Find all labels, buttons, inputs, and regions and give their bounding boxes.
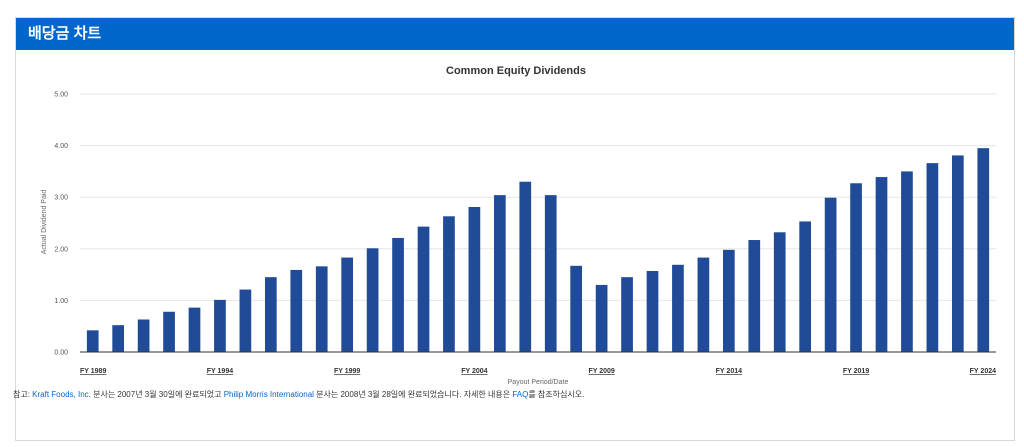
dividend-bar[interactable] bbox=[468, 207, 481, 352]
y-axis-ticks: 0.00 1.00 2.00 3.00 4.00 5.00 bbox=[54, 92, 68, 357]
dividend-bar[interactable] bbox=[748, 240, 761, 352]
dividend-bar[interactable] bbox=[901, 171, 913, 352]
philip-morris-link[interactable]: Philip Morris International bbox=[223, 390, 314, 399]
kraft-foods-link[interactable]: Kraft Foods, Inc. bbox=[32, 390, 91, 399]
dividend-bar[interactable] bbox=[290, 269, 303, 352]
dividend-bar[interactable] bbox=[875, 177, 888, 352]
x-tick-label[interactable]: FY 1994 bbox=[207, 368, 233, 375]
dividend-bar[interactable] bbox=[112, 325, 125, 352]
dividend-bar[interactable] bbox=[264, 277, 277, 352]
y-tick-label: 0.00 bbox=[54, 350, 68, 357]
panel-header-title: 배당금 차트 bbox=[16, 18, 1014, 50]
dividend-bar[interactable] bbox=[595, 284, 608, 352]
dividend-bar[interactable] bbox=[366, 248, 379, 352]
y-tick-label: 2.00 bbox=[54, 246, 68, 253]
dividend-bar[interactable] bbox=[86, 330, 99, 352]
x-tick-label[interactable]: FY 2009 bbox=[588, 368, 614, 375]
dividend-bar[interactable] bbox=[544, 195, 557, 352]
dividend-bar[interactable] bbox=[799, 221, 812, 352]
y-axis-label: Actual Dividend Paid bbox=[41, 190, 48, 255]
x-tick-label[interactable]: FY 2019 bbox=[843, 368, 869, 375]
dividend-bar[interactable] bbox=[163, 311, 175, 352]
dividend-bar[interactable] bbox=[773, 232, 786, 352]
dividend-bar[interactable] bbox=[951, 155, 964, 352]
dividend-bar[interactable] bbox=[315, 266, 328, 352]
footnote-text-2: 분사는 2008년 3월 28일에 완료되었습니다. 자세한 내용은 bbox=[313, 390, 513, 399]
dividend-bar[interactable] bbox=[519, 181, 532, 352]
dividend-bar[interactable] bbox=[697, 257, 710, 352]
dividend-bar[interactable] bbox=[722, 249, 735, 352]
x-tick-label[interactable]: FY 1999 bbox=[334, 368, 360, 375]
dividend-bar[interactable] bbox=[341, 257, 354, 352]
dividend-bar[interactable] bbox=[417, 226, 430, 352]
x-tick-label[interactable]: FY 2014 bbox=[716, 368, 742, 375]
footnote: 참고: Kraft Foods, Inc. 분사는 2007년 3월 30일에 … bbox=[13, 389, 584, 400]
footnote-text-1: 분사는 2007년 3월 30일에 완료되었고 bbox=[90, 390, 224, 399]
dividend-bar[interactable] bbox=[443, 216, 455, 352]
y-tick-label: 1.00 bbox=[54, 298, 68, 305]
dividend-bar[interactable] bbox=[672, 264, 684, 352]
chart-bars bbox=[86, 148, 990, 352]
dividend-bar[interactable] bbox=[850, 183, 862, 352]
y-tick-label: 4.00 bbox=[54, 143, 68, 150]
dividend-bar[interactable] bbox=[570, 265, 583, 352]
x-tick-label[interactable]: FY 2004 bbox=[461, 368, 487, 375]
dividend-bar[interactable] bbox=[493, 195, 506, 352]
x-tick-label[interactable]: FY 1989 bbox=[80, 368, 106, 375]
dividend-bar[interactable] bbox=[977, 148, 990, 352]
dividend-bar[interactable] bbox=[137, 319, 150, 352]
x-axis-ticks: FY 1989 FY 1994 FY 1999 FY 2004 FY 2009 FY 20… bbox=[80, 368, 996, 375]
dividend-bar[interactable] bbox=[621, 277, 633, 352]
dividend-bar[interactable] bbox=[824, 197, 837, 352]
dividend-bar[interactable] bbox=[188, 307, 201, 352]
footnote-prefix: 참고: bbox=[13, 390, 33, 399]
y-tick-label: 3.00 bbox=[54, 195, 68, 202]
dividend-bar[interactable] bbox=[392, 237, 404, 352]
x-axis-label: Payout Period/Date bbox=[508, 379, 569, 386]
dividend-bar[interactable] bbox=[239, 289, 252, 352]
dividend-bar[interactable] bbox=[214, 299, 226, 352]
x-tick-label[interactable]: FY 2024 bbox=[970, 368, 996, 375]
dividend-bar[interactable] bbox=[926, 163, 939, 352]
dividend-bar[interactable] bbox=[646, 270, 659, 352]
chart-title: Common Equity Dividends bbox=[446, 65, 586, 77]
dividend-bar-chart: Common Equity Dividends 0.00 1.00 2.00 3.00… bbox=[41, 65, 996, 386]
dividend-chart-panel: 배당금 차트 bbox=[15, 17, 1015, 441]
y-tick-label: 5.00 bbox=[54, 92, 68, 99]
faq-link[interactable]: FAQ bbox=[512, 390, 529, 399]
footnote-suffix: 를 참조하십시오. bbox=[528, 390, 585, 399]
